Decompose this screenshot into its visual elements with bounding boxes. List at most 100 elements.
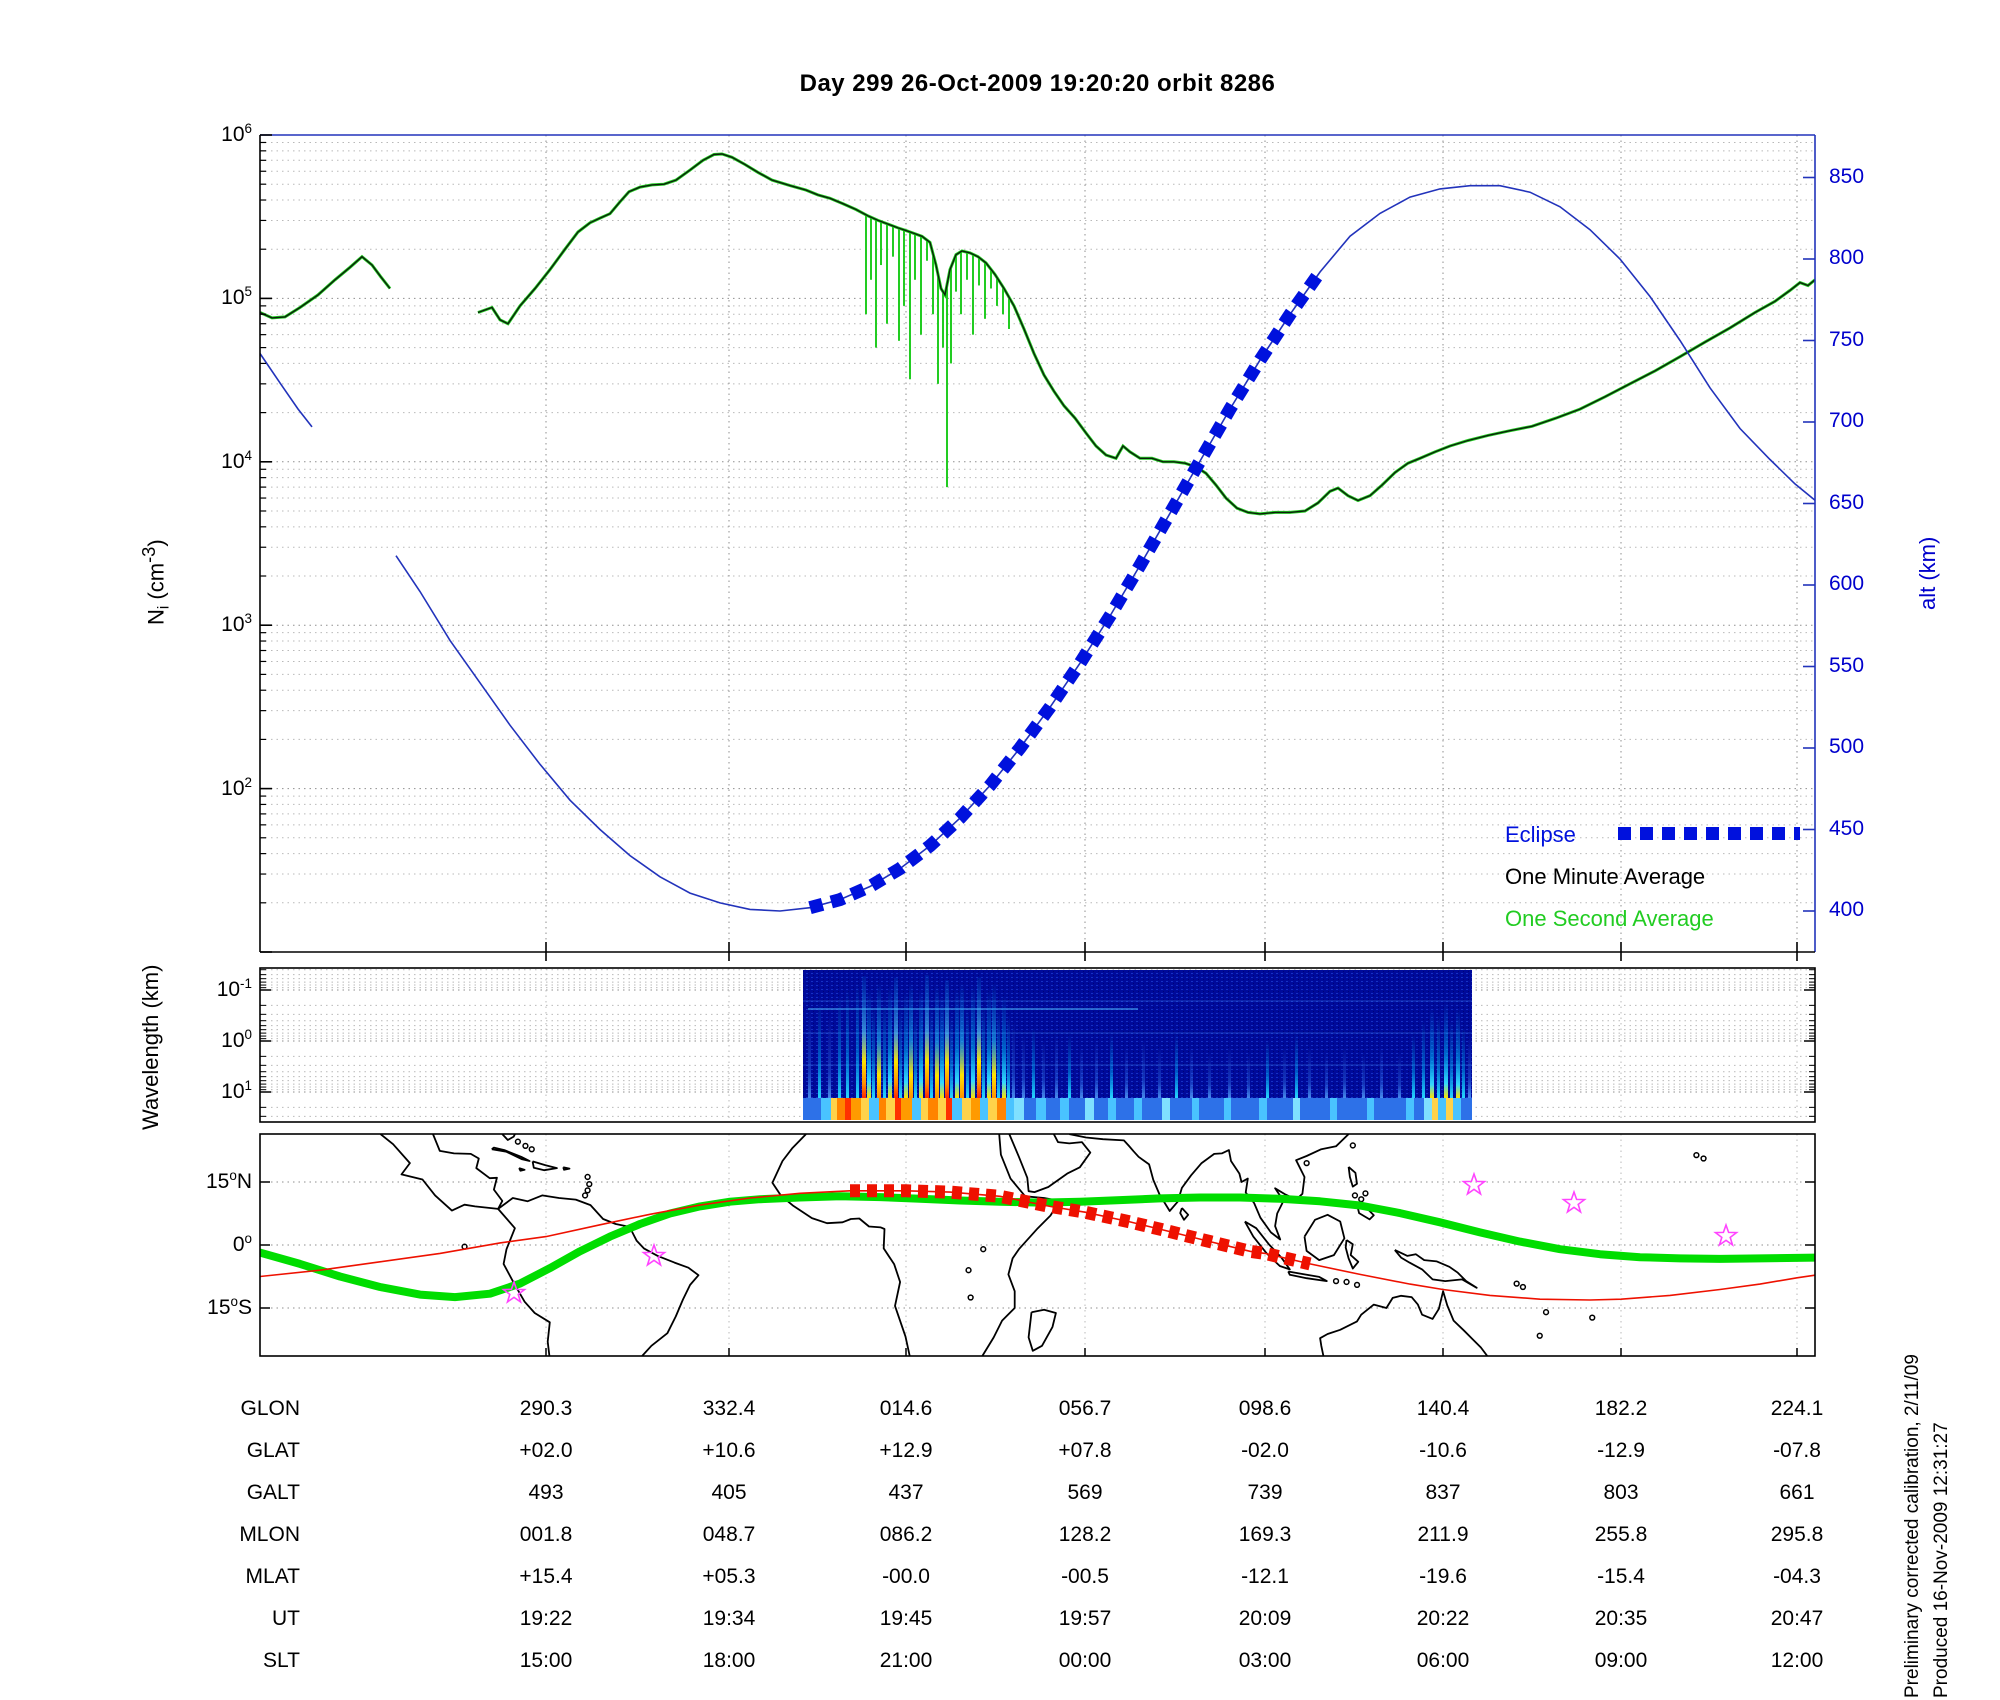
table-cell: -04.3: [1773, 1565, 1821, 1588]
table-cell: 20:35: [1594, 1607, 1648, 1630]
produced-note: Produced 16-Nov-2009 12:31:27: [1931, 1422, 1952, 1698]
table-cell: 19:34: [702, 1607, 756, 1630]
table-cell: -15.4: [1597, 1565, 1645, 1588]
table-cell: 014.6: [879, 1397, 933, 1420]
table-cell: 086.2: [879, 1523, 933, 1546]
map-stars: [501, 1171, 1739, 1304]
table-cell: -19.6: [1419, 1565, 1467, 1588]
map-lat-label: 15oS: [207, 1294, 252, 1319]
top-panel-frame: [259, 134, 1816, 961]
table-cell: 295.8: [1770, 1523, 1824, 1546]
table-cell: 19:45: [879, 1607, 933, 1630]
legend-one-second-label: One Second Average: [1505, 906, 1714, 931]
alt-tick-label: 500: [1829, 735, 1865, 758]
table-cell: 182.2: [1594, 1397, 1648, 1420]
table-cell: +07.8: [1058, 1439, 1112, 1462]
table-cell: 224.1: [1770, 1397, 1824, 1420]
wavelength-tick-label: 10-1: [216, 976, 252, 1001]
table-row-label: MLON: [239, 1523, 300, 1546]
table-cell: +02.0: [519, 1439, 573, 1462]
wavelength-gridlines: [260, 968, 1815, 1122]
table-cell: 661: [1779, 1481, 1815, 1504]
table-cell: 056.7: [1058, 1397, 1112, 1420]
table-row-label: GALT: [246, 1481, 300, 1504]
map-gridlines: [260, 1134, 1815, 1356]
alt-tick-label: 850: [1829, 164, 1865, 188]
table-row-label: SLT: [263, 1649, 300, 1672]
table-cell: 837: [1425, 1481, 1461, 1504]
alt-tick-label: 600: [1829, 572, 1865, 595]
table-cell: -10.6: [1419, 1439, 1467, 1462]
table-cell: 00:00: [1058, 1649, 1112, 1672]
wavelength-tick-label: 101: [221, 1078, 252, 1103]
table-cell: 569: [1067, 1481, 1103, 1504]
table-cell: 21:00: [879, 1649, 933, 1672]
table-cell: +10.6: [702, 1439, 756, 1462]
map-lat-label: 15oN: [205, 1168, 252, 1193]
wavelength-tick-label: 100: [221, 1027, 252, 1052]
eclipse-segment: [808, 268, 1326, 914]
table-cell: 06:00: [1416, 1649, 1470, 1672]
table-cell: 290.3: [519, 1397, 573, 1420]
ni-tick-label: 104: [221, 447, 252, 473]
table-cell: 048.7: [702, 1523, 756, 1546]
table-cell: 169.3: [1238, 1523, 1292, 1546]
alt-axis-label: alt (km): [1915, 536, 1940, 610]
alt-tick-label: 750: [1829, 327, 1865, 351]
table-cell: 803: [1603, 1481, 1639, 1504]
table-cell: 098.6: [1238, 1397, 1292, 1420]
table-cell: 18:00: [702, 1649, 756, 1672]
table-row-label: MLAT: [245, 1565, 300, 1588]
table-cell: 140.4: [1416, 1397, 1470, 1420]
table-cell: 19:57: [1058, 1607, 1112, 1630]
legend-one-minute-label: One Minute Average: [1505, 864, 1706, 889]
table-cell: 19:22: [519, 1607, 573, 1630]
map-frame: [259, 1133, 1816, 1357]
table-cell: -00.0: [882, 1565, 930, 1588]
table-cell: 332.4: [702, 1397, 756, 1420]
table-cell: 03:00: [1238, 1649, 1292, 1672]
table-row-label: GLON: [240, 1397, 300, 1420]
one-second-average-curve: [259, 152, 1816, 516]
table-cell: 128.2: [1058, 1523, 1112, 1546]
altitude-curve: [259, 184, 1816, 912]
table-cell: +12.9: [879, 1439, 933, 1462]
table-cell: 20:22: [1416, 1607, 1470, 1630]
table-cell: 255.8: [1594, 1523, 1648, 1546]
table-cell: 20:47: [1770, 1607, 1824, 1630]
table-row-label: GLAT: [246, 1439, 300, 1462]
map-coastlines: [379, 1134, 1707, 1356]
table-cell: 211.9: [1417, 1523, 1469, 1546]
table-cell: -07.8: [1773, 1439, 1821, 1462]
alt-tick-label: 700: [1829, 409, 1865, 432]
one-minute-average-curve: [259, 153, 1816, 515]
table-cell: 739: [1247, 1481, 1283, 1504]
ni-tick-label: 102: [221, 774, 252, 800]
table-cell: 405: [711, 1481, 747, 1504]
calibration-note: Preliminary corrected calibration, 2/11/…: [1902, 1354, 1923, 1698]
table-cell: 493: [528, 1481, 564, 1504]
table-cell: 12:00: [1770, 1649, 1824, 1672]
table-cell: 15:00: [519, 1649, 573, 1672]
table-cell: +05.3: [702, 1565, 756, 1588]
table-row-label: UT: [272, 1607, 300, 1630]
table-cell: -02.0: [1241, 1439, 1289, 1462]
eclipse-dash-sample: [1618, 827, 1800, 840]
ni-tick-label: 106: [221, 121, 252, 146]
alt-tick-label: 650: [1829, 490, 1865, 514]
alt-tick-label: 800: [1829, 246, 1865, 269]
table-cell: 20:09: [1238, 1607, 1292, 1630]
table-cell: -12.9: [1597, 1439, 1645, 1462]
spectrogram: [803, 970, 1472, 1120]
table-cell: -00.5: [1061, 1565, 1109, 1588]
table-cell: 09:00: [1594, 1649, 1648, 1672]
table-cell: -12.1: [1241, 1565, 1289, 1588]
alt-tick-label: 550: [1829, 653, 1865, 677]
ni-tick-label: 105: [221, 284, 252, 310]
alt-tick-label: 400: [1829, 898, 1865, 921]
page-title: Day 299 26-Oct-2009 19:20:20 orbit 8286: [799, 70, 1276, 97]
map-lat-label: 0o: [232, 1231, 252, 1256]
map-tracks: [260, 1184, 1815, 1302]
